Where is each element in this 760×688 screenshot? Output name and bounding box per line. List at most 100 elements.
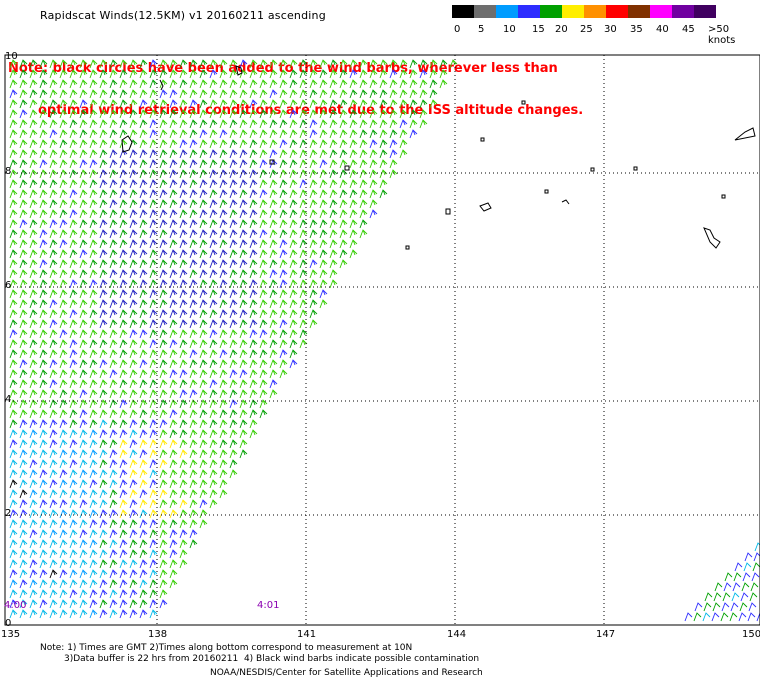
wind-barb: [59, 69, 68, 79]
wind-barb: [59, 259, 68, 269]
wind-barb: [219, 289, 228, 299]
wind-barb: [39, 569, 48, 579]
wind-barb: [159, 269, 168, 279]
wind-barb: [359, 159, 368, 169]
wind-barb: [139, 119, 148, 129]
wind-barb: [379, 99, 388, 109]
wind-barb: [179, 149, 188, 159]
wind-barb: [79, 499, 88, 509]
wind-barb: [259, 289, 268, 299]
wind-barb: [179, 359, 188, 369]
wind-barb: [319, 279, 328, 289]
wind-barb: [742, 572, 751, 582]
wind-barb: [59, 239, 68, 249]
wind-barb: [269, 279, 278, 289]
wind-barb: [219, 179, 228, 189]
wind-barb: [19, 89, 28, 99]
wind-barb: [349, 139, 358, 149]
wind-barb: [189, 289, 198, 299]
wind-barb: [259, 189, 268, 199]
wind-barb: [59, 169, 68, 179]
wind-barb: [149, 249, 158, 259]
wind-barb: [249, 69, 258, 79]
wind-barb: [239, 289, 248, 299]
wind-barb: [219, 489, 228, 499]
wind-barb: [189, 139, 198, 149]
wind-barb: [269, 69, 278, 79]
wind-barb: [219, 439, 228, 449]
wind-barb: [19, 539, 28, 549]
wind-barb: [49, 389, 58, 399]
wind-barb: [179, 239, 188, 249]
wind-barb: [379, 189, 388, 199]
wind-barb: [269, 139, 278, 149]
wind-barb: [119, 269, 128, 279]
wind-barb: [69, 199, 78, 209]
wind-barb: [199, 499, 208, 509]
wind-barb: [89, 99, 98, 109]
wind-barb: [169, 149, 178, 159]
wind-barb: [239, 219, 248, 229]
wind-barb: [149, 359, 158, 369]
wind-barb: [79, 429, 88, 439]
wind-barb: [119, 559, 128, 569]
wind-barb: [109, 579, 118, 589]
wind-barb: [139, 489, 148, 499]
wind-barb: [329, 79, 338, 89]
wind-barb: [389, 79, 398, 89]
wind-barb: [169, 389, 178, 399]
wind-barb: [69, 79, 78, 89]
wind-barb: [209, 79, 218, 89]
wind-barb: [19, 499, 28, 509]
wind-barb: [179, 59, 188, 69]
wind-barb: [239, 59, 248, 69]
wind-barb: [169, 309, 178, 319]
wind-barb: [79, 79, 88, 89]
wind-barb: [249, 219, 258, 229]
wind-barb: [319, 199, 328, 209]
longitude-label: 150: [742, 629, 760, 640]
legend-label: 0: [454, 24, 461, 35]
wind-barb: [289, 259, 298, 269]
wind-barb: [79, 69, 88, 79]
wind-barb: [159, 249, 168, 259]
wind-barb: [199, 209, 208, 219]
wind-barb: [309, 169, 318, 179]
wind-barb: [219, 319, 228, 329]
wind-barb: [269, 389, 278, 399]
wind-barb: [109, 439, 118, 449]
wind-barb: [149, 389, 158, 399]
wind-barb: [169, 179, 178, 189]
wind-barb: [79, 579, 88, 589]
wind-barb: [279, 279, 288, 289]
wind-barb: [119, 489, 128, 499]
wind-barb: [99, 399, 108, 409]
wind-barb: [129, 609, 138, 619]
wind-barb: [199, 369, 208, 379]
wind-barb: [109, 229, 118, 239]
legend-swatch: [650, 5, 672, 18]
wind-barb: [419, 89, 428, 99]
wind-barb: [29, 109, 38, 119]
wind-barb: [99, 229, 108, 239]
wind-barb: [229, 369, 238, 379]
wind-barb: [49, 229, 58, 239]
wind-barb: [89, 209, 98, 219]
wind-barb: [159, 419, 168, 429]
wind-barb: [229, 389, 238, 399]
wind-barb: [289, 179, 298, 189]
wind-barb: [69, 559, 78, 569]
wind-barb: [239, 149, 248, 159]
wind-barb: [149, 289, 158, 299]
wind-barb: [159, 129, 168, 139]
island-outline: [703, 227, 721, 249]
wind-barb: [59, 559, 68, 569]
wind-barb: [129, 389, 138, 399]
wind-barb: [429, 59, 438, 69]
wind-barb: [119, 569, 128, 579]
wind-barb: [209, 259, 218, 269]
wind-barb: [359, 59, 368, 69]
wind-barb: [169, 349, 178, 359]
wind-barb: [149, 469, 158, 479]
wind-barb: [29, 139, 38, 149]
